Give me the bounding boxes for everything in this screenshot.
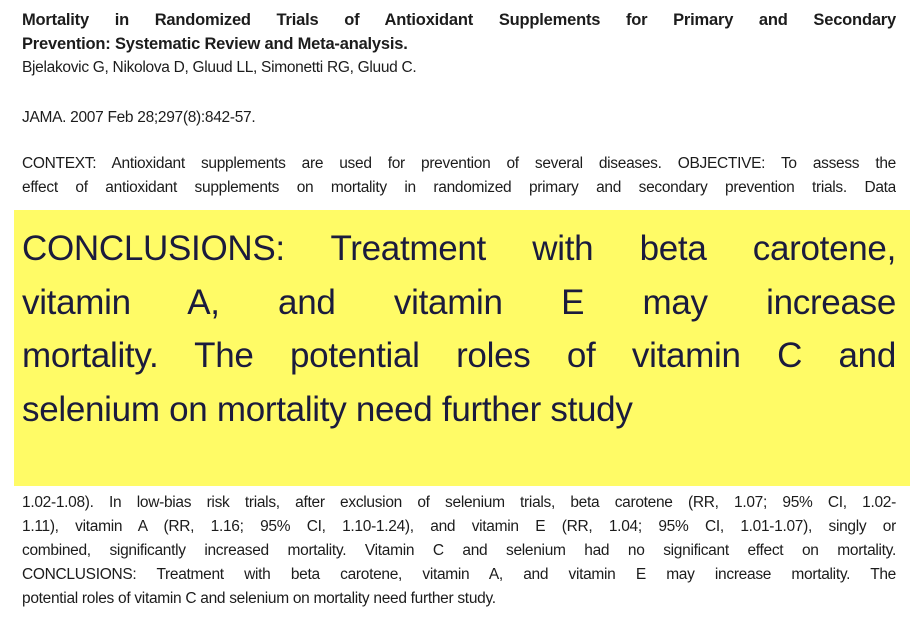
context-line: effect of antioxidant supplements on mor… xyxy=(22,179,896,196)
highlight-line: vitamin A, and vitamin E may increase xyxy=(22,282,896,322)
article-title: Mortality in Randomized Trials of Antiox… xyxy=(22,8,896,56)
results-line: 1.11), vitamin A (RR, 1.16; 95% CI, 1.10… xyxy=(22,518,896,535)
conclusions-highlight-box: CONCLUSIONS: Treatment with beta caroten… xyxy=(14,210,910,486)
results-paragraph: 1.02-1.08). In low-bias risk trials, aft… xyxy=(22,491,896,611)
highlight-line: selenium on mortality need further study xyxy=(22,389,633,429)
context-line: CONTEXT: Antioxidant supplements are use… xyxy=(22,155,896,172)
authors: Bjelakovic G, Nikolova D, Gluud LL, Simo… xyxy=(22,59,417,76)
results-line: potential roles of vitamin C and seleniu… xyxy=(22,590,496,607)
journal-citation: JAMA. 2007 Feb 28;297(8):842-57. xyxy=(22,109,256,126)
results-line: 1.02-1.08). In low-bias risk trials, aft… xyxy=(22,494,896,511)
highlight-line: CONCLUSIONS: Treatment with beta caroten… xyxy=(22,229,896,268)
results-line: combined, significantly increased mortal… xyxy=(22,542,896,559)
results-line: CONCLUSIONS: Treatment with beta caroten… xyxy=(22,566,896,583)
context-paragraph: CONTEXT: Antioxidant supplements are use… xyxy=(22,152,896,200)
title-line: Prevention: Systematic Review and Meta-a… xyxy=(22,35,408,53)
abstract-document: Mortality in Randomized Trials of Antiox… xyxy=(22,8,896,200)
highlight-line: mortality. The potential roles of vitami… xyxy=(22,336,896,375)
title-line: Mortality in Randomized Trials of Antiox… xyxy=(22,11,896,29)
